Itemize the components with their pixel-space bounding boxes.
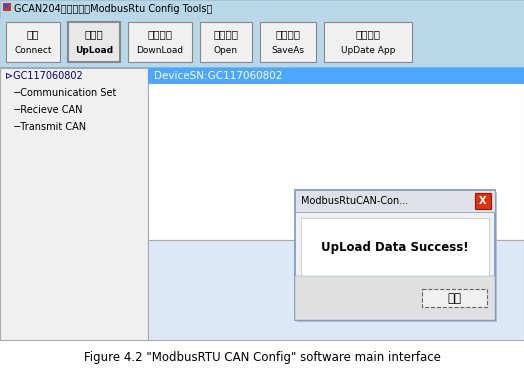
Text: ─Transmit CAN: ─Transmit CAN	[5, 122, 86, 132]
Text: 连接: 连接	[27, 29, 39, 39]
Text: GCAN204配置软件（ModbusRtu Config Tools）: GCAN204配置软件（ModbusRtu Config Tools）	[14, 4, 212, 14]
Text: X: X	[479, 196, 487, 206]
Text: DeviceSN:GC117060802: DeviceSN:GC117060802	[154, 71, 282, 81]
Bar	[128, 22, 192, 62]
Bar	[148, 240, 524, 340]
Text: 设置参数: 设置参数	[147, 29, 172, 39]
Text: 打开文件: 打开文件	[213, 29, 238, 39]
Bar	[148, 68, 524, 240]
Bar	[0, 68, 148, 340]
Bar	[0, 67, 524, 68]
Text: UpLoad: UpLoad	[75, 46, 113, 55]
Bar	[6, 22, 60, 62]
Bar	[422, 289, 487, 307]
Text: SaveAs: SaveAs	[271, 46, 304, 55]
Bar	[475, 193, 491, 209]
Bar	[148, 68, 524, 84]
Bar	[295, 190, 495, 212]
Bar	[0, 0, 524, 18]
Text: 读参数: 读参数	[84, 29, 103, 39]
Text: 保存文件: 保存文件	[276, 29, 300, 39]
Text: ─Communication Set: ─Communication Set	[5, 88, 116, 98]
Text: 确定: 确定	[447, 291, 462, 304]
Text: UpDate App: UpDate App	[341, 46, 395, 55]
Bar	[295, 190, 495, 320]
Text: Open: Open	[214, 46, 238, 55]
Bar	[295, 276, 495, 320]
Text: ModbusRtuCAN-Con...: ModbusRtuCAN-Con...	[301, 196, 408, 206]
Text: DownLoad: DownLoad	[136, 46, 183, 55]
Bar	[0, 18, 524, 68]
Text: ⊳GC117060802: ⊳GC117060802	[5, 71, 83, 81]
Bar	[200, 22, 252, 62]
Bar	[3, 3, 11, 11]
Text: ─Recieve CAN: ─Recieve CAN	[5, 105, 82, 115]
Bar	[4, 4, 8, 8]
Text: Connect: Connect	[14, 46, 52, 55]
Text: 固件升级: 固件升级	[355, 29, 380, 39]
Bar	[297, 192, 497, 322]
Bar	[260, 22, 316, 62]
Bar	[301, 218, 489, 276]
Text: Figure 4.2 "ModbusRTU CAN Config" software main interface: Figure 4.2 "ModbusRTU CAN Config" softwa…	[83, 352, 441, 365]
Bar	[68, 22, 120, 62]
Bar	[324, 22, 412, 62]
Text: UpLoad Data Success!: UpLoad Data Success!	[321, 240, 469, 254]
